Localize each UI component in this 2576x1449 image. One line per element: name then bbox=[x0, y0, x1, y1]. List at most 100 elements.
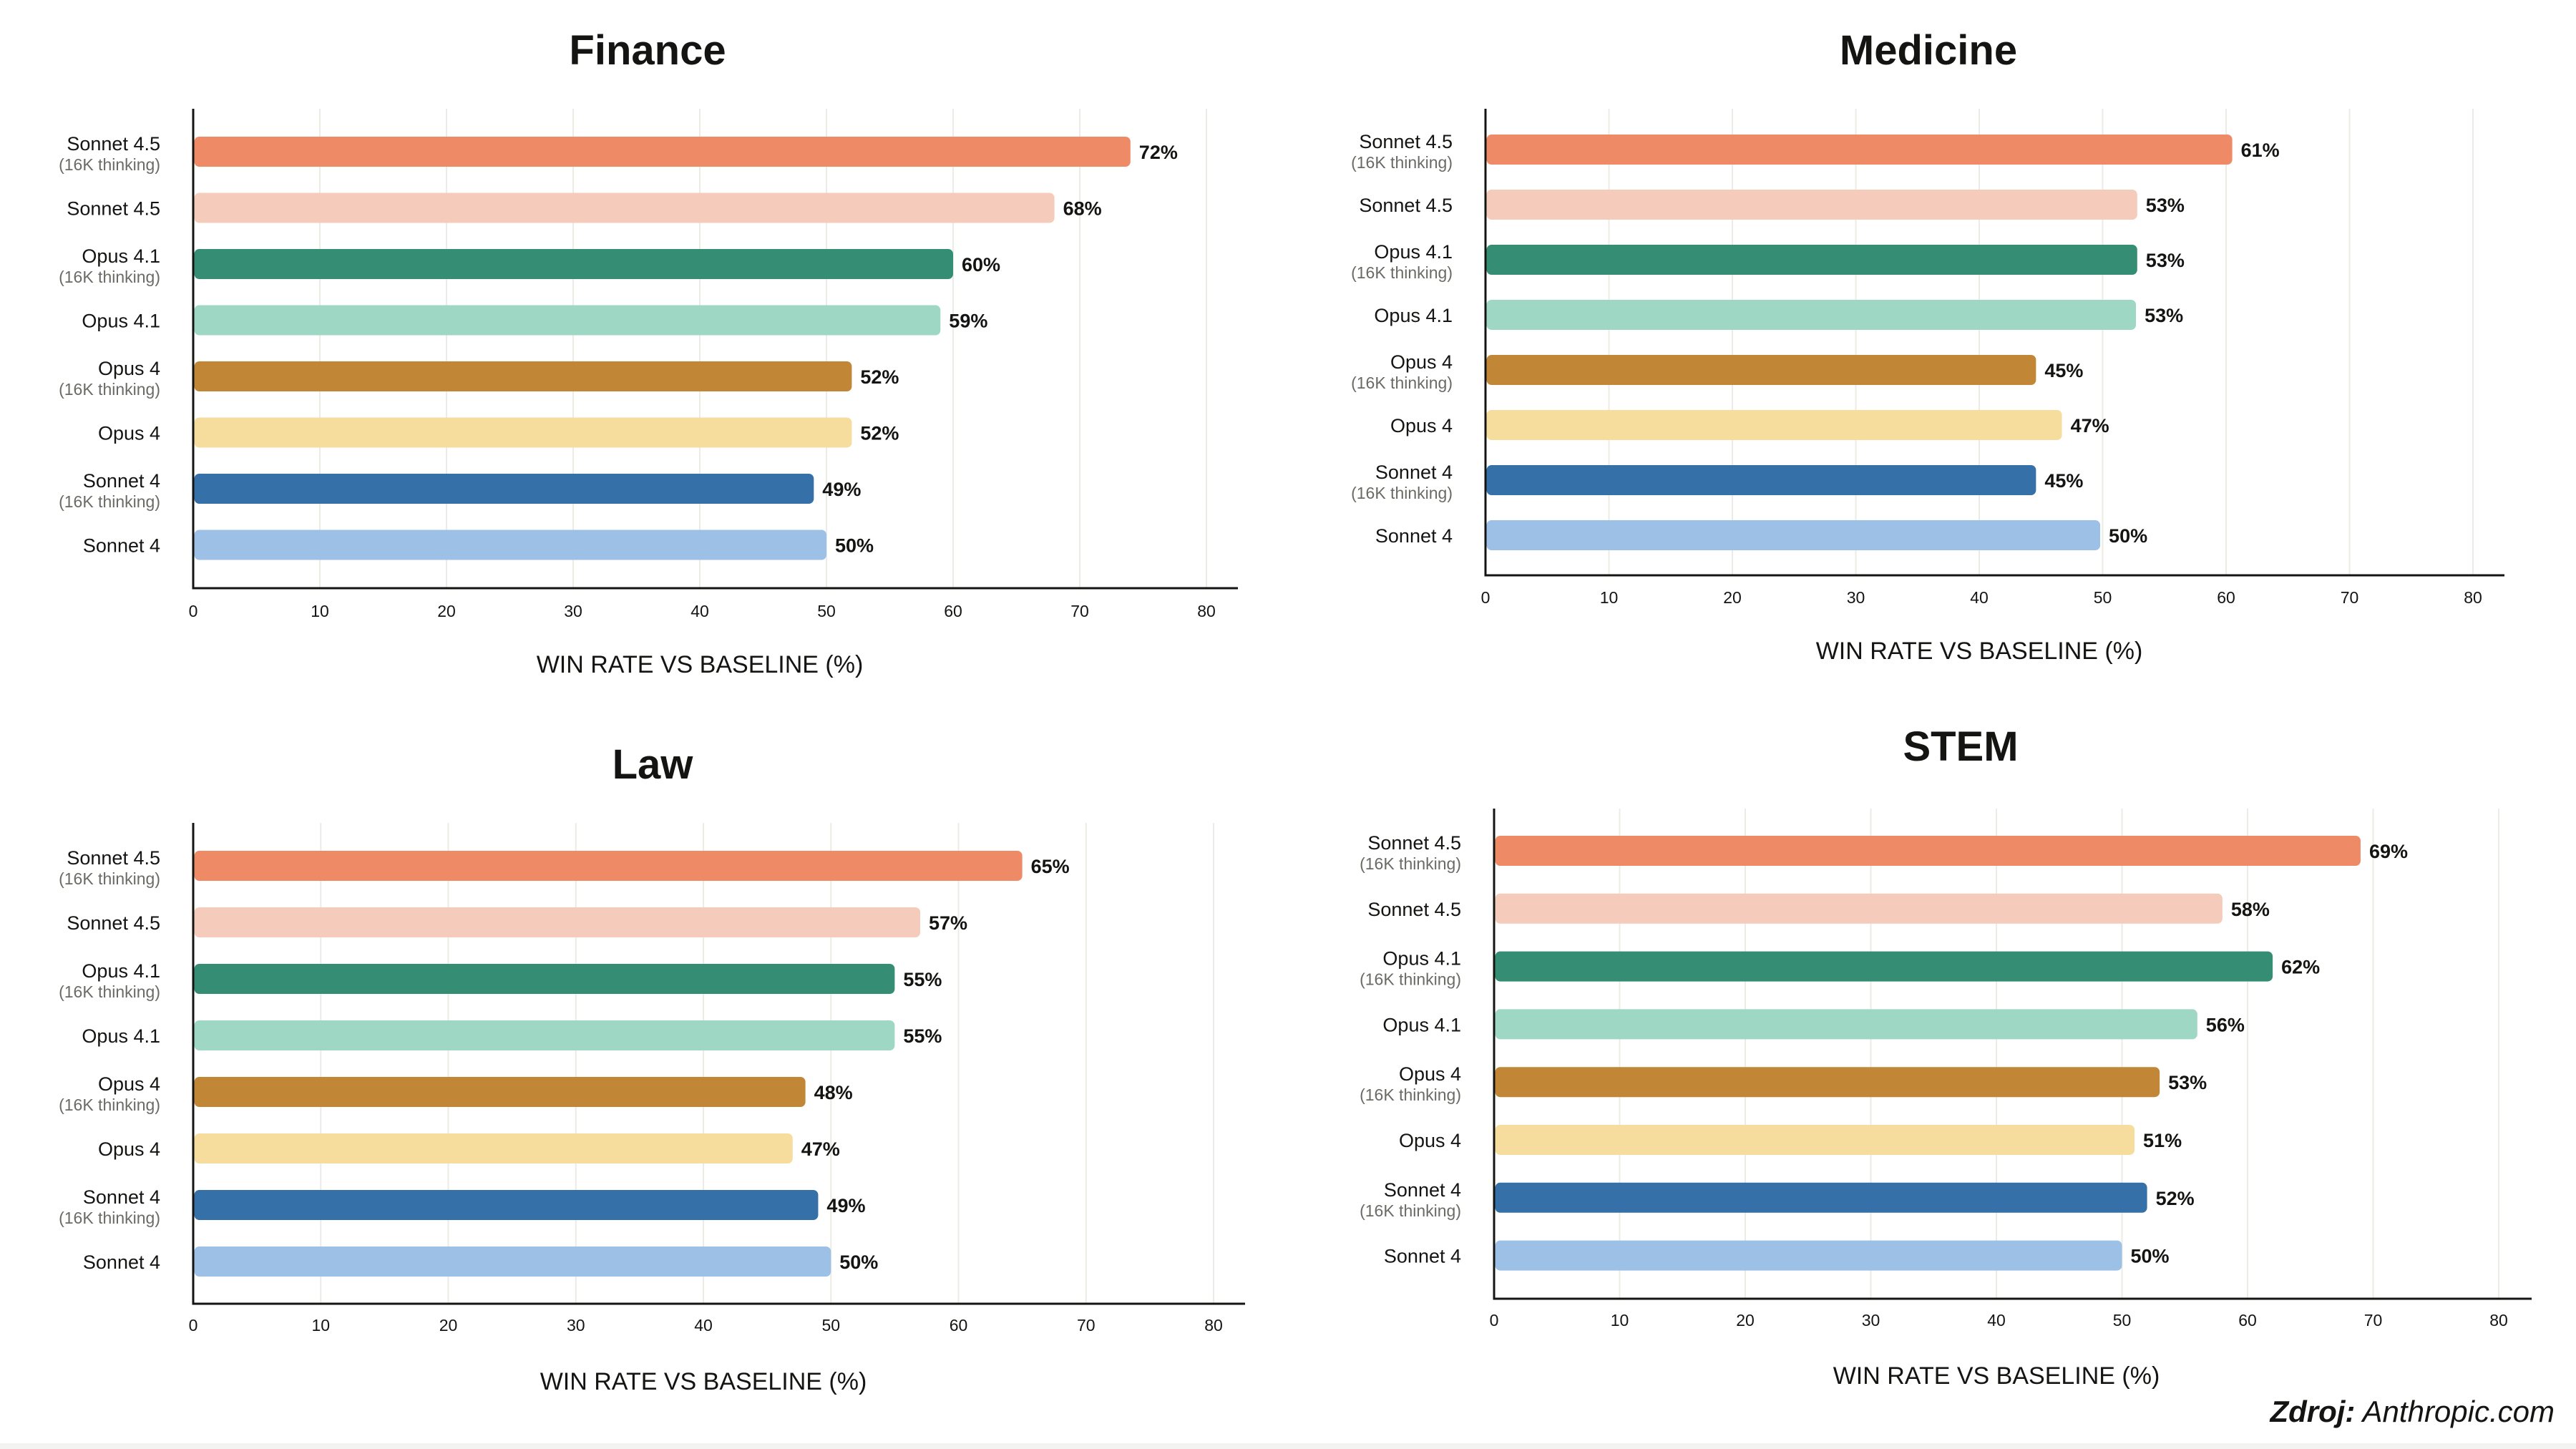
category-label: Sonnet 4 bbox=[1375, 462, 1453, 483]
bar bbox=[1495, 1125, 2135, 1155]
bar bbox=[1486, 410, 2062, 440]
category-label: Sonnet 4.5 bbox=[1359, 131, 1453, 152]
category-label: Opus 4 bbox=[1390, 415, 1453, 436]
category-label: Sonnet 4.5 bbox=[1367, 899, 1461, 920]
bar bbox=[1486, 300, 2137, 330]
x-tick-label: 0 bbox=[189, 1316, 198, 1335]
x-tick-label: 40 bbox=[1987, 1311, 2006, 1330]
x-axis-label: WIN RATE VS BASELINE (%) bbox=[1816, 638, 2143, 665]
data-label: 49% bbox=[826, 1195, 865, 1216]
data-label: 53% bbox=[2146, 250, 2185, 271]
data-label: 68% bbox=[1063, 198, 1102, 220]
data-label: 52% bbox=[2156, 1188, 2195, 1209]
x-tick-label: 10 bbox=[1611, 1311, 1629, 1330]
data-label: 53% bbox=[2145, 305, 2183, 326]
bar bbox=[1495, 1067, 2160, 1098]
data-label: 50% bbox=[839, 1252, 878, 1273]
category-sublabel: (16K thinking) bbox=[59, 982, 160, 1001]
category-sublabel: (16K thinking) bbox=[59, 492, 160, 511]
bar bbox=[1495, 951, 2273, 982]
bar bbox=[194, 530, 826, 560]
bar bbox=[1486, 355, 2036, 385]
category-label: Sonnet 4 bbox=[1384, 1246, 1461, 1267]
data-label: 72% bbox=[1139, 142, 1178, 163]
x-tick-label: 50 bbox=[821, 1316, 840, 1335]
bar bbox=[1486, 245, 2137, 275]
data-label: 49% bbox=[822, 479, 861, 500]
data-label: 51% bbox=[2143, 1130, 2182, 1151]
chart-title: Law bbox=[613, 741, 694, 788]
bar bbox=[1495, 893, 2223, 924]
category-label: Sonnet 4.5 bbox=[1359, 195, 1453, 216]
bar bbox=[194, 1133, 793, 1163]
x-tick-label: 50 bbox=[2113, 1311, 2132, 1330]
x-tick-label: 30 bbox=[1847, 588, 1865, 607]
bar bbox=[194, 361, 852, 391]
category-sublabel: (16K thinking) bbox=[1351, 484, 1453, 502]
category-label: Opus 4.1 bbox=[1382, 1014, 1461, 1035]
category-label: Opus 4.1 bbox=[1382, 948, 1461, 970]
data-label: 47% bbox=[801, 1138, 840, 1160]
bar bbox=[1495, 1240, 2122, 1271]
category-sublabel: (16K thinking) bbox=[1351, 153, 1453, 172]
category-label: Sonnet 4 bbox=[83, 1186, 160, 1208]
category-label: Opus 4.1 bbox=[1374, 241, 1453, 263]
x-tick-label: 40 bbox=[1970, 588, 1989, 607]
bar bbox=[1486, 135, 2233, 165]
x-tick-label: 0 bbox=[1490, 1311, 1499, 1330]
category-label: Opus 4.1 bbox=[1374, 305, 1453, 326]
x-tick-label: 40 bbox=[694, 1316, 713, 1335]
bar bbox=[194, 1020, 895, 1050]
data-label: 56% bbox=[2206, 1014, 2245, 1035]
data-label: 60% bbox=[962, 254, 1000, 275]
category-label: Sonnet 4.5 bbox=[67, 847, 160, 869]
category-label: Opus 4 bbox=[1390, 351, 1453, 373]
data-label: 50% bbox=[2109, 525, 2147, 547]
category-sublabel: (16K thinking) bbox=[1360, 854, 1461, 873]
x-tick-label: 30 bbox=[1862, 1311, 1880, 1330]
category-label: Opus 4.1 bbox=[82, 311, 160, 332]
x-tick-label: 30 bbox=[567, 1316, 585, 1335]
x-tick-label: 0 bbox=[1481, 588, 1491, 607]
data-label: 52% bbox=[860, 366, 899, 388]
category-label: Sonnet 4.5 bbox=[1367, 832, 1461, 854]
category-sublabel: (16K thinking) bbox=[1351, 263, 1453, 282]
x-tick-label: 0 bbox=[189, 602, 198, 620]
x-tick-label: 60 bbox=[944, 602, 962, 620]
source-value: Anthropic.com bbox=[2362, 1395, 2555, 1428]
x-tick-label: 10 bbox=[1600, 588, 1619, 607]
category-sublabel: (16K thinking) bbox=[59, 268, 160, 286]
x-tick-label: 30 bbox=[564, 602, 582, 620]
x-tick-label: 10 bbox=[311, 1316, 330, 1335]
data-label: 58% bbox=[2231, 899, 2270, 920]
category-label: Sonnet 4.5 bbox=[67, 133, 160, 155]
x-axis-label: WIN RATE VS BASELINE (%) bbox=[540, 1368, 867, 1395]
bar bbox=[194, 1190, 819, 1220]
x-tick-label: 60 bbox=[950, 1316, 968, 1335]
source-credit: Zdroj: Anthropic.com bbox=[2270, 1395, 2555, 1429]
bar bbox=[1486, 465, 2036, 495]
bar bbox=[194, 851, 1023, 881]
x-tick-label: 70 bbox=[1070, 602, 1089, 620]
category-sublabel: (16K thinking) bbox=[1360, 1201, 1461, 1220]
category-label: Opus 4 bbox=[98, 1073, 160, 1095]
x-tick-label: 40 bbox=[691, 602, 709, 620]
data-label: 50% bbox=[2131, 1246, 2170, 1267]
category-sublabel: (16K thinking) bbox=[59, 380, 160, 399]
x-tick-label: 60 bbox=[2238, 1311, 2257, 1330]
chart-title: STEM bbox=[1903, 723, 2018, 770]
x-tick-label: 20 bbox=[439, 1316, 458, 1335]
category-sublabel: (16K thinking) bbox=[59, 1096, 160, 1114]
data-label: 45% bbox=[2044, 470, 2083, 492]
data-label: 45% bbox=[2044, 360, 2083, 381]
bar bbox=[194, 417, 852, 448]
bar bbox=[1486, 190, 2137, 220]
chart-title: Medicine bbox=[1840, 27, 2017, 74]
data-label: 59% bbox=[949, 311, 987, 332]
bar bbox=[1486, 520, 2101, 550]
data-label: 61% bbox=[2241, 140, 2280, 161]
x-tick-label: 70 bbox=[2364, 1311, 2383, 1330]
x-tick-label: 20 bbox=[1723, 588, 1742, 607]
